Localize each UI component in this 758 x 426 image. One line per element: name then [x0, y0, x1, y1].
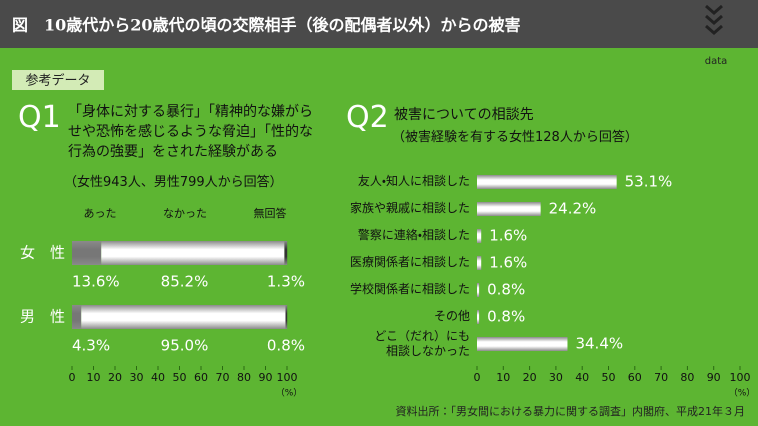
badge: 参考データ [25, 73, 90, 89]
legend-label: あった [84, 207, 117, 220]
chevrons [705, 4, 723, 35]
bar [477, 202, 541, 216]
category-label: 医療関係者に相談した [349, 255, 470, 269]
category-label: 女 性 [20, 244, 65, 262]
x-tick-label: 10 [87, 371, 101, 384]
bar [477, 175, 617, 189]
category-label: 男 性 [20, 308, 65, 326]
x-tick-label: 70 [654, 371, 668, 384]
x-tick-label: 60 [628, 371, 642, 384]
x-tick-label: 30 [130, 371, 144, 384]
question: 被害についての相談先 [394, 107, 534, 123]
data-tag: data [705, 56, 728, 67]
x-tick-label: 80 [680, 371, 694, 384]
x-tick-label: 90 [259, 371, 273, 384]
category-label: その他 [433, 309, 470, 323]
q-label: Q1 [18, 100, 61, 135]
header-title: 図 10歳代から20歳代の頃の交際相手（後の配偶者以外）からの被害 [12, 16, 521, 35]
value-label: 1.3% [267, 273, 305, 291]
category-label: 警察に連絡・相談した [357, 228, 470, 242]
x-tick-label: 0 [69, 371, 76, 384]
category-label: 友人・知人に相談した [357, 174, 470, 188]
question: 「身体に対する暴行」「精神的な嫌がらせや恐怖を感じるような脅迫」「性的な行為の強… [68, 104, 313, 160]
value-label: 0.8% [487, 281, 525, 299]
bar-segment [72, 305, 82, 329]
category-label: 学校関係者に相談した [349, 282, 470, 296]
bar [477, 310, 480, 324]
x-tick-label: 50 [173, 371, 187, 384]
bar-segment [81, 305, 286, 329]
source-note: 資料出所：「男女間における暴力に関する調査」内閣府、平成21年３月 [396, 404, 746, 418]
x-tick-label: 50 [602, 371, 616, 384]
bar [477, 256, 482, 270]
bar-segment [285, 305, 288, 329]
badge-box [12, 70, 104, 90]
bar [477, 337, 568, 351]
value-label: 24.2% [549, 200, 597, 218]
q-label: Q2 [346, 100, 389, 135]
legend-label: 無回答 [254, 206, 287, 220]
value-label: 0.8% [267, 337, 305, 355]
value-label: 53.1% [625, 173, 673, 191]
x-tick-label: 100 [730, 371, 751, 384]
x-tick-label: 80 [237, 371, 251, 384]
x-tick-label: 40 [151, 371, 165, 384]
x-tick-label: 10 [496, 371, 510, 384]
value-label: 0.8% [487, 308, 525, 326]
subtitle: （女性943人、男性799人から回答） [64, 175, 283, 190]
x-unit: （%） [729, 388, 756, 399]
bar [477, 283, 480, 297]
value-label: 1.6% [489, 254, 527, 272]
x-tick-label: 90 [707, 371, 721, 384]
value-label: 13.6% [72, 273, 120, 291]
x-unit: （%） [276, 388, 303, 399]
value-label: 4.3% [72, 337, 110, 355]
value-label: 95.0% [161, 337, 209, 355]
x-tick-label: 20 [523, 371, 537, 384]
x-tick-label: 20 [108, 371, 122, 384]
subtitle: （被害経験を有する女性128人から回答） [392, 130, 638, 145]
value-label: 85.2% [161, 273, 209, 291]
bar-segment [284, 241, 288, 265]
bar [477, 229, 482, 243]
bar-segment [101, 241, 285, 265]
category-label: 家族や親戚に相談した [349, 201, 470, 215]
x-tick-label: 40 [575, 371, 589, 384]
x-tick-label: 0 [474, 371, 481, 384]
value-label: 34.4% [575, 335, 623, 353]
legend-label: なかった [163, 207, 207, 220]
value-label: 1.6% [489, 227, 527, 245]
bar-segment [72, 241, 102, 265]
x-tick-label: 30 [549, 371, 563, 384]
category-label: どこ（だれ）にも相談しなかった [374, 329, 470, 358]
header-band [0, 0, 758, 48]
x-tick-label: 100 [277, 371, 298, 384]
x-tick-label: 60 [194, 371, 208, 384]
x-tick-label: 70 [216, 371, 230, 384]
